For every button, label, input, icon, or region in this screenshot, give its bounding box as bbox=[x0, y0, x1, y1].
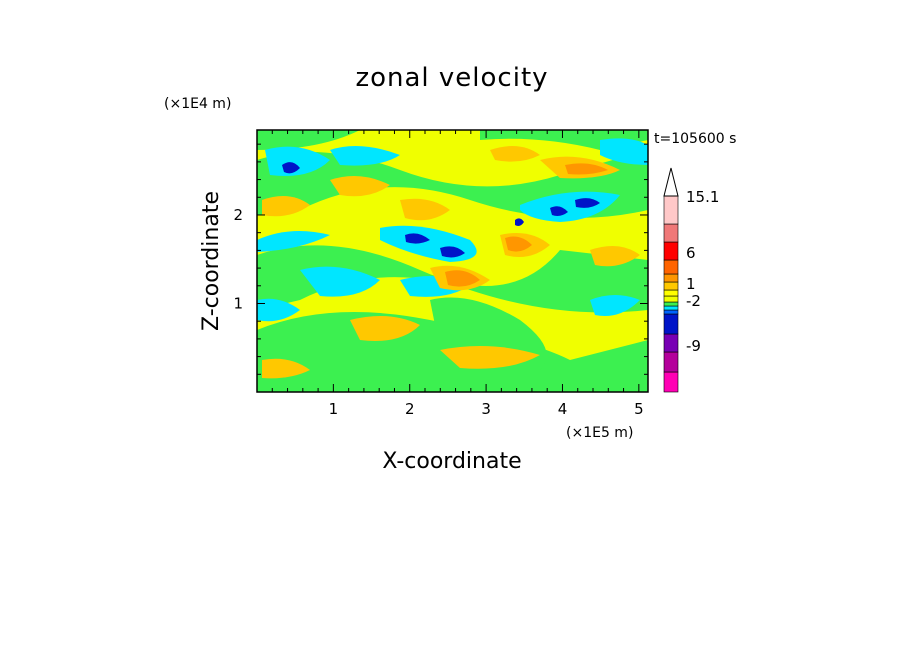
colorbar-level bbox=[663, 333, 679, 353]
colorbar-level bbox=[663, 295, 679, 303]
colorbar-label: -9 bbox=[686, 337, 701, 355]
colorbar-level bbox=[663, 281, 679, 291]
colorbar-level bbox=[663, 259, 679, 275]
y-axis-ticks: 12 bbox=[233, 143, 648, 375]
plot-frame bbox=[256, 129, 649, 393]
y-tick-label: 1 bbox=[233, 294, 243, 312]
x-scale-label: (×1E5 m) bbox=[566, 425, 633, 441]
x-tick-label: 3 bbox=[481, 400, 491, 418]
colorbar-level bbox=[663, 195, 679, 225]
colorbar-level bbox=[663, 301, 679, 307]
chart-title: zonal velocity bbox=[355, 63, 548, 93]
colorbar-label: 1 bbox=[686, 275, 696, 293]
colorbar-label: 6 bbox=[686, 244, 696, 262]
x-tick-label: 4 bbox=[558, 400, 568, 418]
x-axis-ticks: 1 2 3 4 5 bbox=[271, 130, 644, 418]
colorbar: 15.1 6 1-2 -9 bbox=[663, 167, 719, 393]
colorbar-extend-triangle bbox=[663, 167, 679, 197]
colorbar-level bbox=[663, 305, 679, 311]
contour-field bbox=[257, 130, 648, 392]
colorbar-label: 15.1 bbox=[686, 188, 719, 206]
colorbar-level bbox=[663, 289, 679, 297]
colorbar-label: -2 bbox=[686, 292, 701, 310]
colorbar-level bbox=[663, 223, 679, 243]
x-tick-label: 2 bbox=[405, 400, 415, 418]
colorbar-level bbox=[663, 273, 679, 283]
colorbar-level bbox=[663, 371, 679, 393]
y-scale-label: (×1E4 m) bbox=[164, 96, 231, 112]
time-label: t=105600 s bbox=[654, 131, 736, 147]
x-tick-label: 1 bbox=[329, 400, 339, 418]
colorbar-level bbox=[663, 313, 679, 335]
colorbar-level bbox=[663, 309, 679, 315]
x-tick-label: 5 bbox=[634, 400, 644, 418]
y-tick-label: 2 bbox=[233, 206, 243, 224]
colorbar-level bbox=[663, 241, 679, 261]
colorbar-level bbox=[663, 351, 679, 373]
y-axis-label: Z-coordinate bbox=[199, 191, 224, 331]
x-axis-label: X-coordinate bbox=[382, 449, 521, 474]
